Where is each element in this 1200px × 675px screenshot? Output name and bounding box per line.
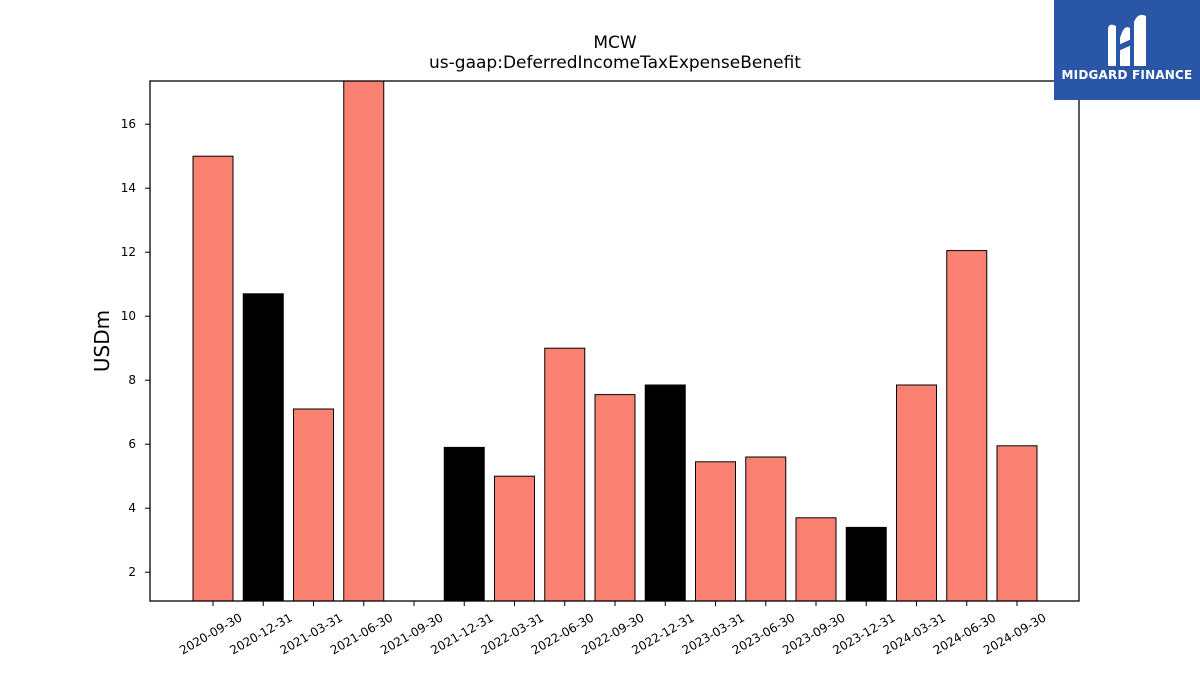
bar-2023-06-30: [745, 456, 787, 602]
bar-2021-12-31: [443, 446, 485, 602]
bar-2023-03-31: [695, 461, 736, 602]
bars-group: [192, 80, 1038, 602]
y-tick-label: 2: [128, 565, 136, 579]
y-tick-label: 12: [121, 245, 136, 259]
bar-2023-12-31: [845, 526, 887, 602]
bar-2022-06-30: [544, 347, 586, 602]
bar-2022-12-31: [644, 384, 686, 602]
bar-2022-03-31: [494, 475, 535, 602]
bar-2024-03-31: [896, 384, 937, 602]
y-tick-label: 6: [128, 437, 136, 451]
chart-subtitle: us-gaap:DeferredIncomeTaxExpenseBenefit: [429, 53, 801, 73]
bar-2022-09-30: [594, 394, 636, 602]
midgard-finance-logo: MIDGARD FINANCE: [1054, 0, 1200, 100]
bar-2024-06-30: [946, 250, 988, 602]
y-tick-label: 4: [128, 501, 136, 515]
chart-title: MCW: [593, 33, 637, 53]
plot-frame: [149, 80, 1080, 602]
y-tick-label: 10: [121, 309, 136, 323]
y-axis-ticks: 2 4 6 8 10 12 14 16: [121, 117, 150, 579]
y-axis-label: USDm: [90, 310, 114, 372]
bar-2021-03-31: [293, 408, 334, 602]
bar-2021-06-30: [343, 80, 385, 602]
bar-2024-09-30: [996, 445, 1038, 602]
y-tick-label: 14: [121, 181, 136, 195]
bar-2020-12-31: [242, 293, 284, 602]
bar-2023-09-30: [795, 517, 837, 602]
logo-text: MIDGARD FINANCE: [1061, 68, 1193, 82]
y-tick-label: 16: [121, 117, 136, 131]
bar-2020-09-30: [192, 155, 234, 602]
x-axis-ticks: 2020-09-302020-12-312021-03-312021-06-30…: [177, 601, 1049, 657]
y-tick-label: 8: [128, 373, 136, 387]
midgard-logo-icon: [1108, 14, 1146, 67]
